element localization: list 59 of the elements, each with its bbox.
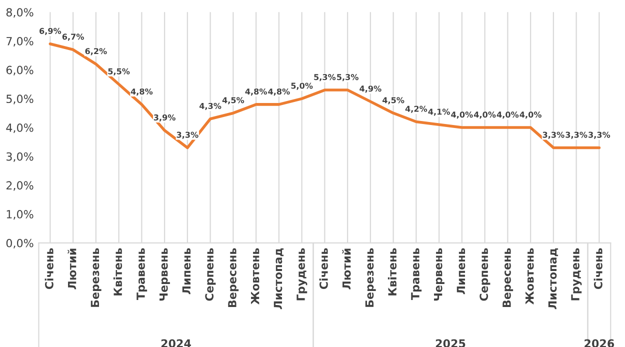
data-label: 6,7% <box>62 34 84 41</box>
data-label: 3,3% <box>542 132 564 139</box>
y-tick-label: 5,0% <box>6 94 34 104</box>
data-label: 5,3% <box>337 74 358 82</box>
x-tick-label: Липень <box>456 248 466 294</box>
x-tick-label: Грудень <box>571 248 582 300</box>
data-label: 4,0% <box>496 112 519 119</box>
y-tick-label: 4,0% <box>6 123 34 134</box>
x-tick-label: Лютий <box>68 248 76 290</box>
data-label: 4,3% <box>200 102 222 110</box>
data-label: 3,3% <box>176 132 198 139</box>
x-tick-label: Травень <box>411 248 422 300</box>
x-tick-label: Січень <box>44 248 54 290</box>
data-label: 4,5% <box>382 97 404 104</box>
data-label: 4,0% <box>451 112 473 119</box>
data-label: 4,1% <box>428 108 450 116</box>
y-tick-label: 2,0% <box>6 181 34 191</box>
data-label: 4,8% <box>130 88 153 96</box>
data-label: 6,2% <box>85 48 107 56</box>
x-tick-label: Червень <box>160 248 170 301</box>
x-tick-label: Липень <box>182 248 191 294</box>
x-tick-label: Серпень <box>205 248 216 301</box>
y-tick-label: 3,0% <box>6 152 34 162</box>
x-tick-label: Жовтень <box>251 248 260 305</box>
y-tick-label: 8,0% <box>6 8 34 18</box>
x-tick-label: Травень <box>136 248 148 300</box>
x-tick-label: Листопад <box>274 248 284 310</box>
x-tick-label: Лютий <box>342 248 351 290</box>
x-tick-label: Січень <box>594 248 602 290</box>
data-label: 3,3% <box>566 132 588 139</box>
data-label: 4,2% <box>405 106 428 113</box>
x-tick-label: Червень <box>434 248 444 301</box>
x-tick-label: Жовтень <box>526 248 534 305</box>
x-tick-label: Березень <box>90 248 102 307</box>
data-label: 4,0% <box>520 112 542 119</box>
y-tick-label: 0,0% <box>6 238 34 248</box>
x-tick-label: Квітень <box>113 248 122 296</box>
data-label: 6,9% <box>40 28 62 36</box>
x-tick-label: Серпень <box>480 248 490 301</box>
x-tick-label: Грудень <box>296 248 308 300</box>
data-label: 4,5% <box>222 97 244 104</box>
y-tick-label: 1,0% <box>6 210 34 220</box>
data-label: 3,9% <box>154 114 176 122</box>
data-label: 5,3% <box>314 74 336 82</box>
data-label: 4,8% <box>268 88 290 96</box>
data-label: 3,3% <box>588 132 610 139</box>
x-tick-label: Січень <box>319 248 328 290</box>
data-label: 4,0% <box>474 112 496 119</box>
x-tick-label: Вересень <box>502 248 514 308</box>
x-tick-label: Листопад <box>548 248 558 310</box>
x-tick-label: Квітень <box>388 248 397 296</box>
data-label: 5,5% <box>108 68 130 76</box>
data-label: 5,0% <box>291 82 313 90</box>
x-tick-label: Березень <box>365 248 376 307</box>
y-tick-label: 6,0% <box>6 66 34 76</box>
y-tick-label: 7,0% <box>6 36 34 46</box>
x-tick-label: Вересень <box>228 248 239 308</box>
data-label: 4,8% <box>245 88 267 96</box>
data-label: 4,9% <box>360 86 382 93</box>
